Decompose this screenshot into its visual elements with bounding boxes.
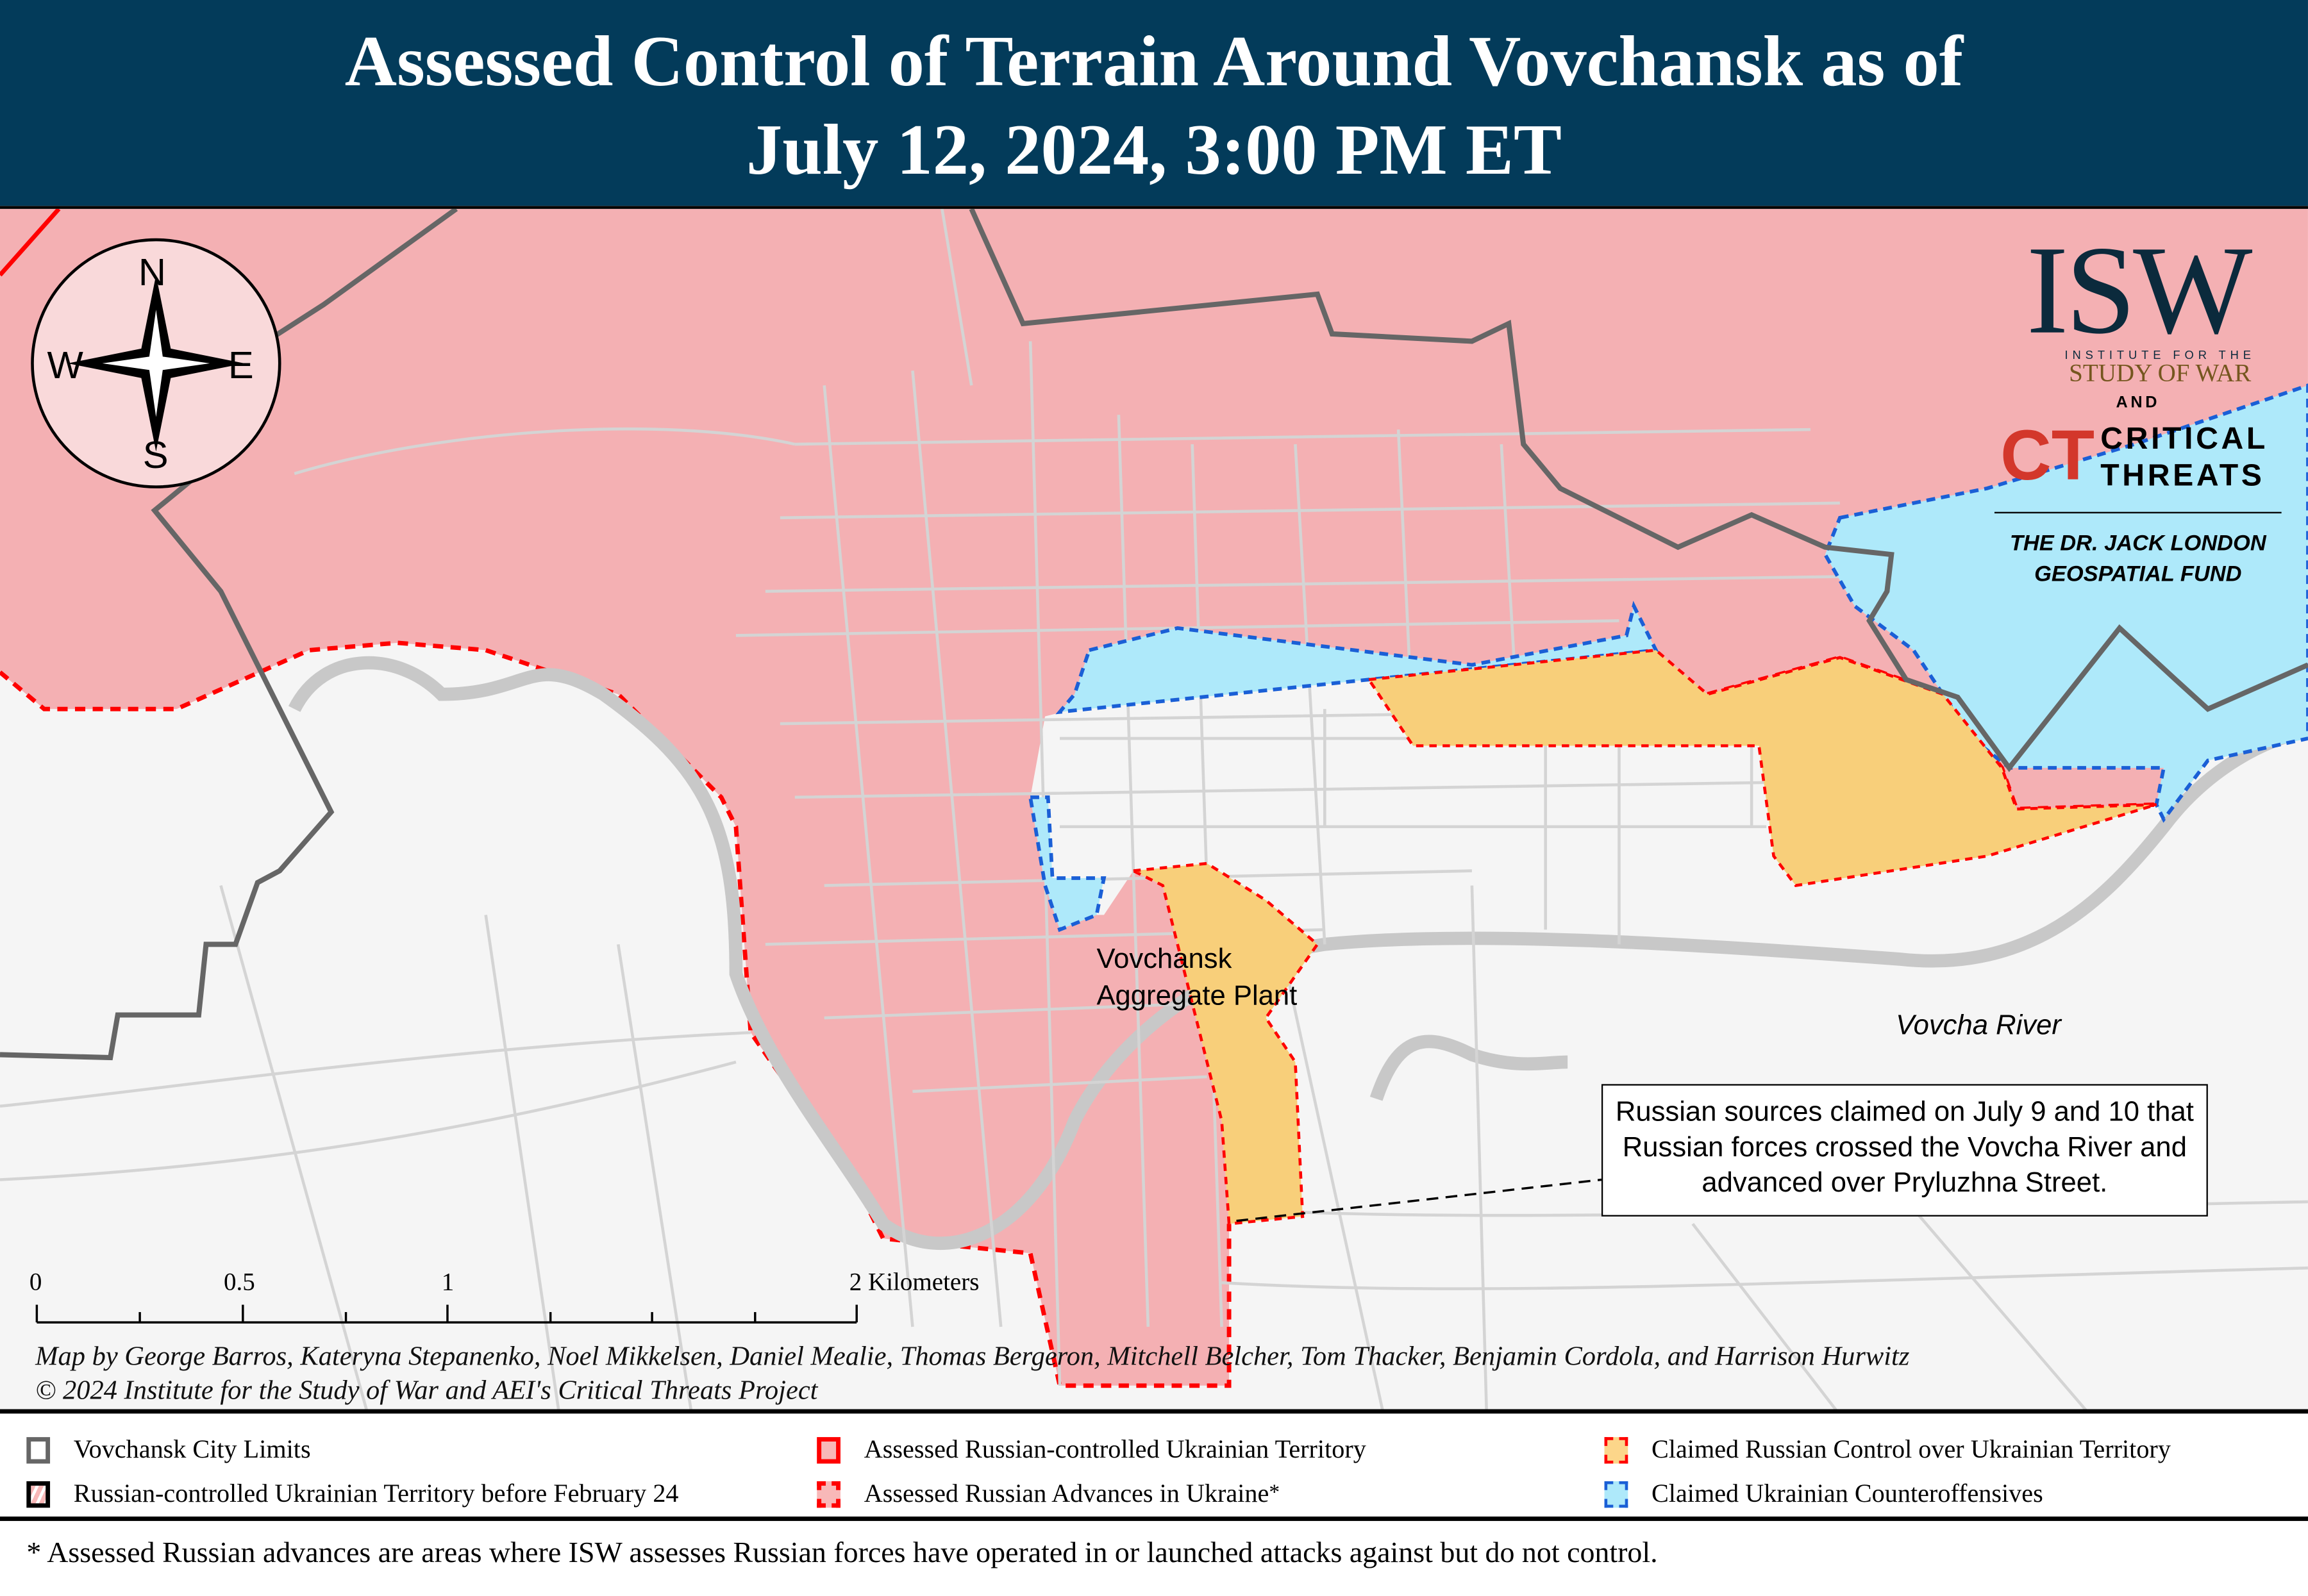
annotation-box: Russian sources claimed on July 9 and 10…: [1601, 1084, 2208, 1217]
footnote: * Assessed Russian advances are areas wh…: [26, 1537, 1658, 1570]
ukrainian-counteroffensive-area: [1055, 601, 1659, 715]
scale-tick-label: 2 Kilometers: [849, 1268, 980, 1296]
map-title: Assessed Control of Terrain Around Vovch…: [0, 0, 2308, 206]
river-label: Vovcha River: [1896, 1010, 2061, 1042]
plant-label: Vovchansk Aggregate Plant: [1096, 944, 1298, 1012]
legend: Vovchansk City Limits Russian-controlled…: [0, 1409, 2308, 1521]
compass-s: S: [142, 432, 169, 477]
compass-w: W: [47, 342, 83, 387]
legend-item-claimed-russian: Claimed Russian Control over Ukrainian T…: [1604, 1434, 2171, 1465]
map-canvas: [0, 208, 2308, 1415]
compass-rose-icon: [31, 238, 281, 488]
isw-ct-logo: ISW INSTITUTE FOR THE STUDY OF WAR AND C…: [1994, 226, 2282, 590]
legend-item-russian-controlled: Assessed Russian-controlled Ukrainian Te…: [817, 1434, 1366, 1465]
claimed-russian-area: [1128, 861, 1319, 1226]
vovcha-river: [288, 656, 2308, 1250]
river-branch: [1369, 1035, 1568, 1101]
scale-tick-label: 0: [29, 1268, 42, 1296]
road-network: [0, 208, 2308, 1415]
ct-mark-icon: CT: [2000, 417, 2095, 496]
compass-n: N: [138, 250, 166, 294]
legend-item-city-limits: Vovchansk City Limits: [26, 1434, 311, 1465]
russian-controlled-area: [0, 208, 2308, 1386]
map-area: N S E W ISW INSTITUTE FOR THE STUDY OF W…: [0, 206, 2308, 1415]
pre-feb24-border: [0, 208, 61, 277]
legend-item-russian-advances: Assessed Russian Advances in Ukraine *: [817, 1478, 1280, 1509]
compass-e: E: [228, 342, 254, 387]
annotation-pointer: [1236, 1178, 1602, 1222]
scale-tick-label: 1: [441, 1268, 455, 1296]
legend-item-pre-feb24: Russian-controlled Ukrainian Territory b…: [26, 1478, 679, 1509]
scale-bar: [35, 1304, 858, 1324]
ukrainian-counteroffensive-area: [1028, 795, 1107, 933]
scale-tick-label: 0.5: [223, 1268, 255, 1296]
credits-authors: Map by George Barros, Kateryna Stepanenk…: [35, 1343, 1910, 1373]
claimed-russian-area: [1366, 648, 2157, 888]
credits-copyright: © 2024 Institute for the Study of War an…: [35, 1377, 818, 1406]
legend-item-ukrainian-counter: Claimed Ukrainian Counteroffensives: [1604, 1478, 2043, 1509]
